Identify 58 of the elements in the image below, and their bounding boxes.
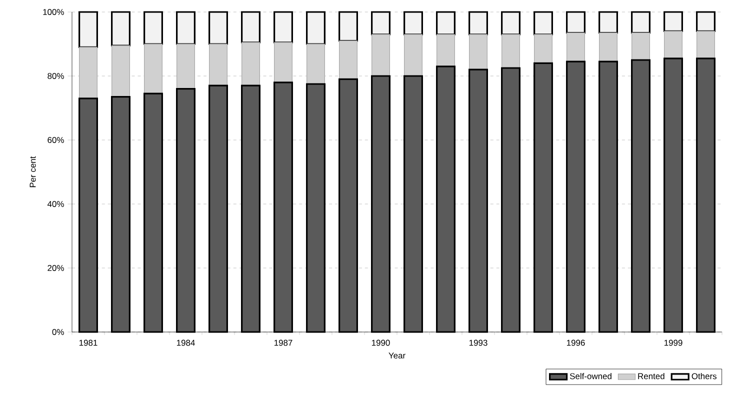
y-tick-label: 0% xyxy=(52,329,64,335)
bar xyxy=(631,11,650,34)
bar xyxy=(436,11,456,36)
bar xyxy=(599,32,618,62)
bar xyxy=(241,11,260,44)
y-tick-label: 20% xyxy=(48,265,64,271)
legend-label: Others xyxy=(692,372,717,380)
bar xyxy=(144,44,162,94)
bar xyxy=(338,11,358,42)
bar xyxy=(468,11,488,36)
bar xyxy=(208,11,228,45)
bar xyxy=(469,34,488,70)
y-tick-label: 80% xyxy=(48,73,64,79)
bar xyxy=(306,11,326,45)
bar xyxy=(274,11,293,44)
y-tick-label: 60% xyxy=(48,137,64,143)
bar xyxy=(501,11,520,36)
bar xyxy=(404,11,423,36)
bar xyxy=(242,42,260,86)
legend-label: Rented xyxy=(638,372,664,380)
bar xyxy=(598,11,618,34)
bar xyxy=(209,44,228,86)
bar xyxy=(112,45,130,98)
bar xyxy=(274,42,292,83)
bar xyxy=(632,32,650,60)
bar xyxy=(372,34,390,76)
bar xyxy=(78,11,98,48)
bar xyxy=(436,34,455,67)
bar xyxy=(176,11,196,45)
bar xyxy=(566,11,586,34)
legend-label: Self-owned xyxy=(570,372,612,380)
bar xyxy=(664,11,683,32)
x-tick-label: 1999 xyxy=(664,340,682,346)
bar xyxy=(696,30,715,59)
bar xyxy=(664,30,682,59)
bar xyxy=(144,11,163,45)
y-tick-label: 100% xyxy=(43,9,64,15)
bar xyxy=(566,32,585,62)
x-tick-label: 1993 xyxy=(469,340,488,346)
bar xyxy=(79,46,98,99)
x-tick-label: 1990 xyxy=(372,340,390,346)
x-tick-label: 1981 xyxy=(79,340,98,346)
bar xyxy=(371,11,390,36)
y-tick-label: 40% xyxy=(47,201,64,207)
x-tick-label: 1996 xyxy=(566,340,585,346)
x-tick-label: 1984 xyxy=(176,340,195,346)
bar xyxy=(306,44,325,84)
bar xyxy=(111,11,130,46)
bar xyxy=(696,11,716,32)
bar xyxy=(176,44,195,90)
bar xyxy=(404,34,422,76)
bar xyxy=(502,34,520,68)
bar xyxy=(339,40,358,80)
x-axis-title: Year xyxy=(388,352,406,359)
bar xyxy=(534,34,552,64)
x-tick-label: 1987 xyxy=(274,340,292,346)
y-axis-title: Per cent xyxy=(30,156,36,188)
bar xyxy=(534,11,553,36)
